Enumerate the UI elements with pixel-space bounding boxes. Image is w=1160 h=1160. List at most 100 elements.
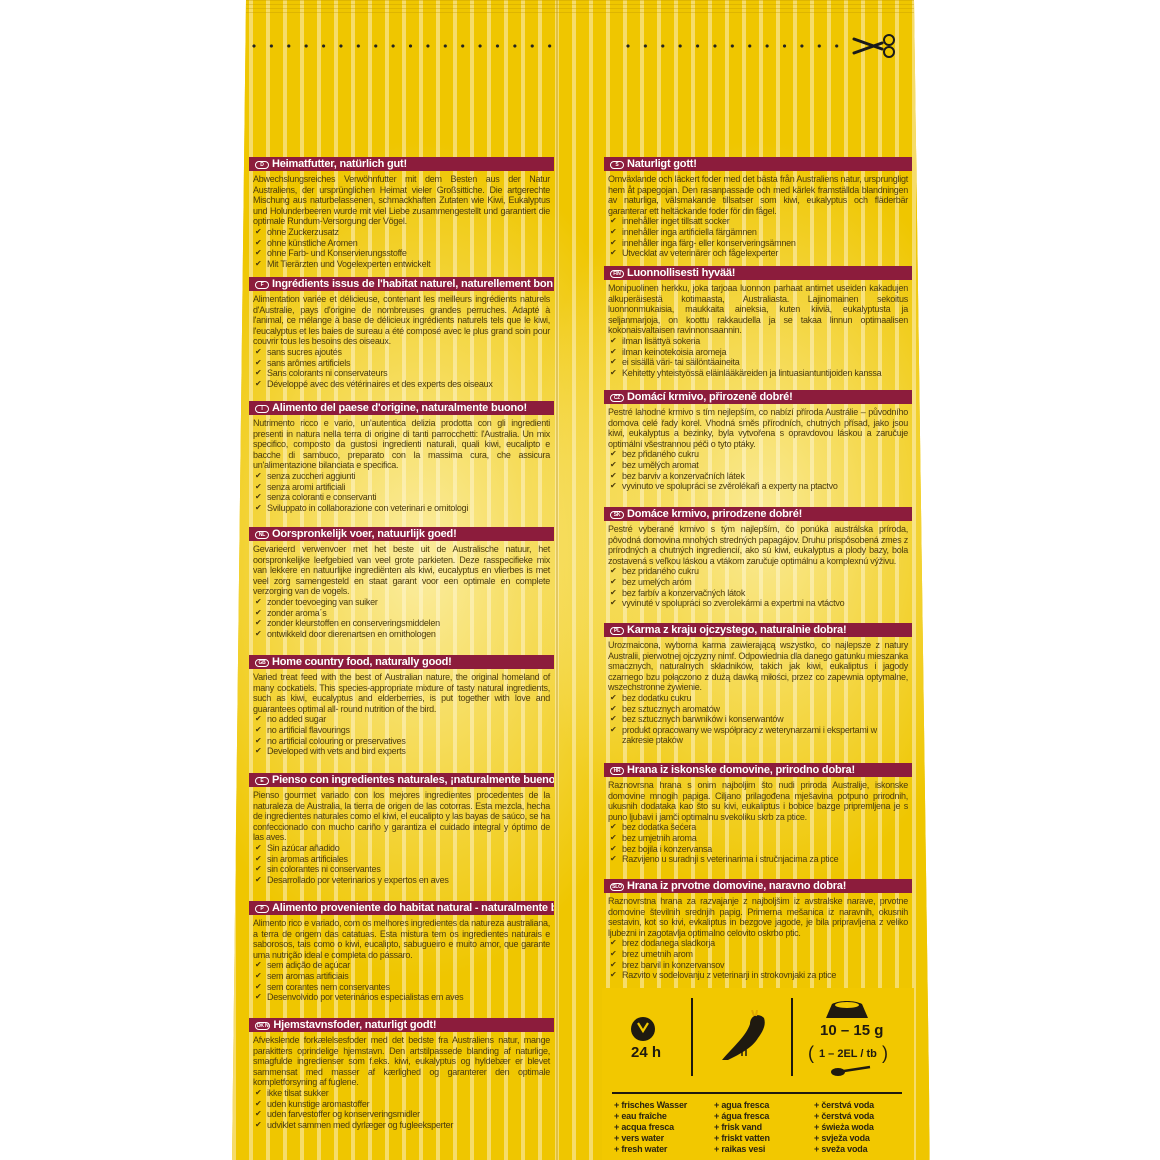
time-label: 24 h (631, 1044, 662, 1061)
section-description: Monipuolinen herkku, joka tarjoaa luonno… (608, 283, 908, 336)
check-list-item: sin aromas artificiales (253, 854, 550, 865)
section-title: Hrana iz prvotne domovine, naravno dobra… (627, 880, 847, 892)
check-list: zonder toevoeging van suikerzonder aroma… (253, 597, 550, 639)
check-list-item: brez barvil in konzervansov (608, 960, 908, 971)
section-title: Domáce krmivo, prirodzene dobré! (627, 508, 803, 520)
section-header: SLO Hrana iz prvotne domovine, naravno do… (604, 879, 912, 893)
section-description: Gevarieerd verwenvoer met het beste uit … (253, 544, 550, 597)
water-item: + acqua fresca (614, 1122, 674, 1132)
water-item: + frisches Wasser (614, 1100, 688, 1110)
section-header: S Naturligt gott! (604, 157, 912, 171)
check-list: Sin azúcar añadidosin aromas artificiale… (253, 843, 550, 885)
section-title: Alimento del paese d'origine, naturalmen… (272, 402, 528, 414)
language-code-badge: S (610, 161, 624, 169)
check-list-item: senza aromi artificiali (253, 482, 550, 493)
section-title: Karma z kraju ojczystego, naturalnie dob… (627, 624, 847, 636)
language-code-badge: CZ (610, 394, 624, 402)
section-body: Omväxlande och läckert foder med det bäs… (604, 171, 912, 259)
section-header: HR Hrana iz iskonske domovine, prirodno d… (604, 763, 912, 777)
section-body: Monipuolinen herkku, joka tarjoaa luonno… (604, 280, 912, 378)
section-body: Alimento rico e variado, com os melhores… (249, 915, 554, 1003)
check-list: no added sugarno artificial flavouringsn… (253, 714, 550, 756)
section-title: Alimento proveniente do habitat natural … (272, 902, 554, 914)
section-body: Afvekslende forkælelsesfoder med det bed… (249, 1032, 554, 1130)
check-list-item: Développé avec des vétérinaires et des e… (253, 379, 550, 390)
check-list-item: ilman lisättyä sokeria (608, 336, 908, 347)
check-list-item: Mit Tierärzten und Vogelexperten entwick… (253, 259, 550, 270)
check-list-item: ohne Zuckerzusatz (253, 227, 550, 238)
check-list-item: senza zuccheri aggiunti (253, 471, 550, 482)
section-body: Pienso gourmet variado con los mejores i… (249, 787, 554, 885)
divider (691, 998, 693, 1076)
section-header: I Alimento del paese d'origine, naturalme… (249, 401, 554, 415)
check-list-item: Utvecklat av veterinärer och fågelexpert… (608, 248, 908, 259)
language-section: NL Oorspronkelijk voer, natuurlijk goed! … (249, 527, 554, 639)
check-list-item: sans arômes artificiels (253, 358, 550, 369)
check-list: ilman lisättyä sokeriailman keinotekoisi… (608, 336, 908, 378)
language-section: SK Domáce krmivo, prirodzene dobré! Pestr… (604, 507, 912, 609)
check-list-item: Developed with vets and bird experts (253, 746, 550, 757)
check-list-item: bez farbív a konzervačných látok (608, 588, 908, 599)
section-title: Domácí krmivo, přirozeně dobré! (627, 391, 793, 403)
section-title: Luonnollisesti hyvää! (627, 267, 736, 279)
check-list-item: sans sucres ajoutés (253, 347, 550, 358)
check-list-item: bez umelých aróm (608, 577, 908, 588)
section-title: Ingrédients issus de l'habitat naturel, … (272, 278, 554, 290)
check-list: ikke tilsat sukkeruden kunstige aromasto… (253, 1088, 550, 1130)
section-description: Afvekslende forkælelsesfoder med det bed… (253, 1035, 550, 1088)
language-section: CZ Domácí krmivo, přirozeně dobré! Pestré… (604, 390, 912, 492)
section-description: Alimentation variée et délicieuse, conte… (253, 294, 550, 347)
check-list-item: zonder kleurstoffen en conserveringsmidd… (253, 618, 550, 629)
check-list-item: zonder toevoeging van suiker (253, 597, 550, 608)
check-list: sans sucres ajoutéssans arômes artificie… (253, 347, 550, 389)
cut-line-left (252, 44, 552, 48)
check-list: bez dodatka šećerabez umjetnih aromabez … (608, 822, 908, 864)
language-code-badge: PL (610, 627, 624, 635)
section-description: Urozmaicona, wyborna karma zawierającą w… (608, 640, 908, 693)
section-body: Pestré lahodné krmivo s tím nejlepším, c… (604, 404, 912, 492)
water-item: + svježa voda (814, 1133, 870, 1143)
spoon-icon (831, 1065, 871, 1076)
check-list-item: Sin azúcar añadido (253, 843, 550, 854)
check-list-item: bez přidaného cukru (608, 449, 908, 460)
language-code-badge: GB (255, 659, 269, 667)
water-item: + eau fraîche (614, 1111, 667, 1121)
section-header: DK N Hjemstavnsfoder, naturligt godt! (249, 1018, 554, 1032)
section-description: Alimento rico e variado, com os melhores… (253, 918, 550, 960)
check-list-item: Razvito v sodelovanju z veterinarji in s… (608, 970, 908, 981)
section-body: Abwechslungsreiches Verwöhnfutter mit de… (249, 171, 554, 269)
check-list: bez dodatku cukrubez sztucznych aromatów… (608, 693, 908, 746)
section-description: Varied treat feed with the best of Austr… (253, 672, 550, 714)
check-list-item: bez pridaného cukru (608, 566, 908, 577)
section-body: Varied treat feed with the best of Austr… (249, 669, 554, 757)
language-code-badge: FIN (610, 270, 624, 278)
check-list-item: bez barviv a konzervačních látek (608, 471, 908, 482)
check-list-item: Razvijeno u suradnji s veterinarima i st… (608, 854, 908, 865)
language-section: SLO Hrana iz prvotne domovine, naravno do… (604, 879, 912, 981)
language-section: E Pienso con ingredientes naturales, ¡nat… (249, 773, 554, 885)
language-section: I Alimento del paese d'origine, naturalme… (249, 401, 554, 513)
section-body: Alimentation variée et délicieuse, conte… (249, 291, 554, 389)
check-list-item: bez bojila i konzervansa (608, 844, 908, 855)
check-list-item: brez dodanega sladkorja (608, 938, 908, 949)
check-list-item: zonder aroma´s (253, 608, 550, 619)
section-body: Raznovrstna hrana za razvajanje z najbol… (604, 893, 912, 981)
check-list-item: vyvinuté v spolupráci so zverolekármi a … (608, 598, 908, 609)
dose-label: 10 – 15 g (820, 1022, 884, 1039)
check-list-item: uden kunstige aromastoffer (253, 1099, 550, 1110)
section-title: Pienso con ingredientes naturales, ¡natu… (272, 774, 554, 786)
check-list-item: Sans colorants ni conservateurs (253, 368, 550, 379)
section-description: Pestré vyberané krmivo s tým najlepším, … (608, 524, 908, 566)
language-code-badge: HR (610, 767, 624, 775)
clock-icon (631, 1017, 655, 1041)
check-list-item: no artificial colouring or preservatives (253, 736, 550, 747)
check-list-item: Desenvolvido por veterinários especialis… (253, 992, 550, 1003)
check-list-item: Desarrollado por veterinarios y expertos… (253, 875, 550, 886)
check-list-item: sin colorantes ni conservantes (253, 864, 550, 875)
check-list: innehåller inget tillsatt sockerinnehåll… (608, 216, 908, 258)
section-body: Urozmaicona, wyborna karma zawierającą w… (604, 637, 912, 746)
check-list-item: bez umělých aromat (608, 460, 908, 471)
language-section: DK N Hjemstavnsfoder, naturligt godt! Afv… (249, 1018, 554, 1130)
section-description: Omväxlande och läckert foder med det bäs… (608, 174, 908, 216)
check-list-item: bez sztucznych barwników i konserwantów (608, 714, 908, 725)
